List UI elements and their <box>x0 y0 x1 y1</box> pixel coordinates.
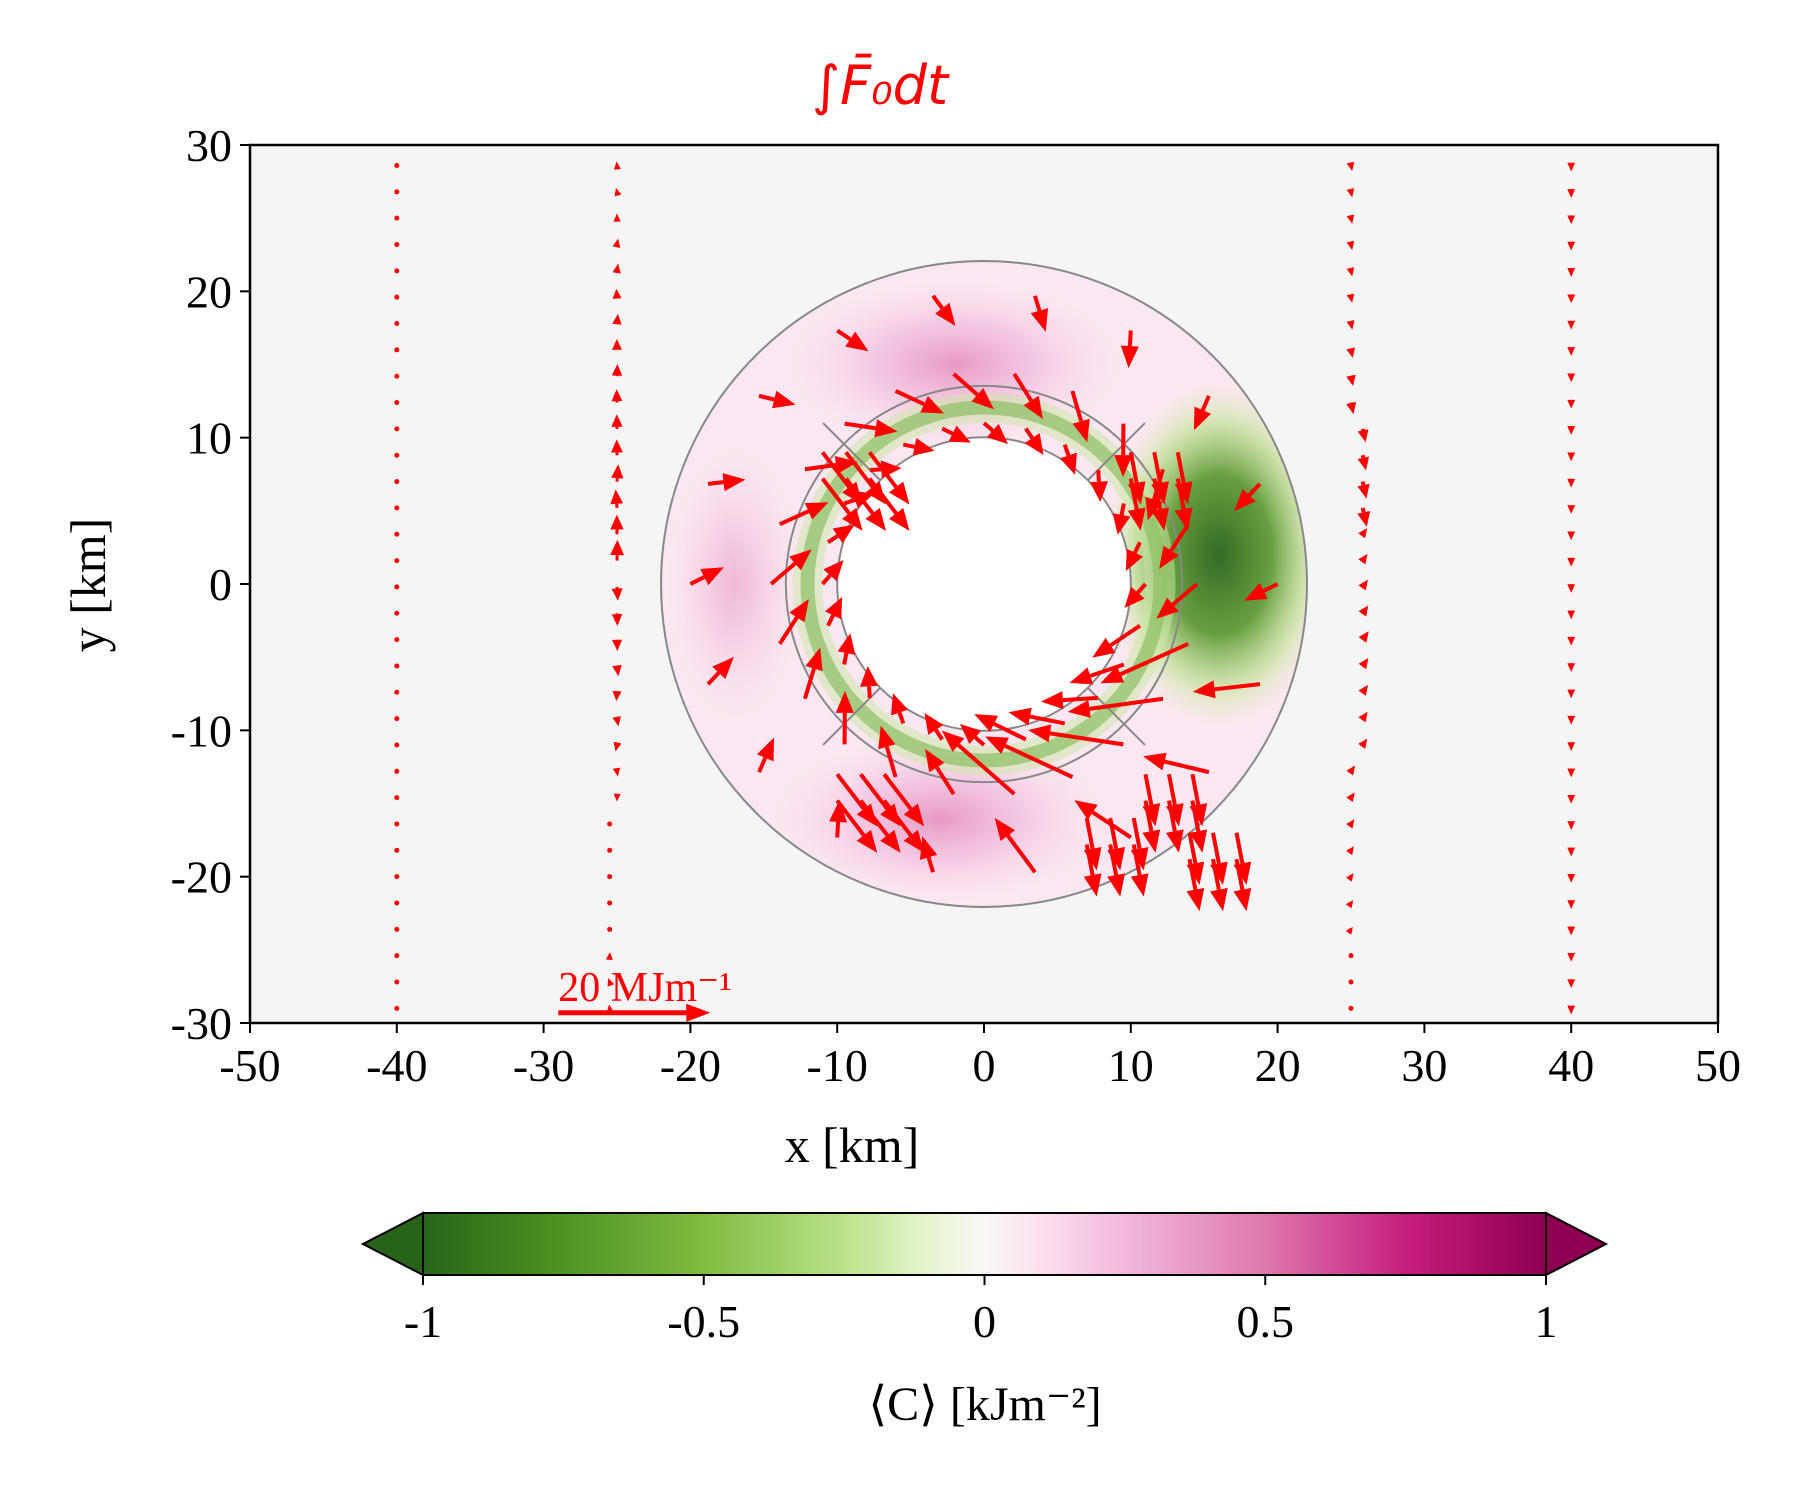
quiver-arrow <box>394 216 399 221</box>
quiver-arrow <box>1349 1006 1354 1011</box>
colorbar-tick-label: 0.5 <box>1237 1296 1295 1347</box>
quiver-arrow <box>394 769 399 774</box>
quiver-arrow <box>394 400 399 405</box>
colorbar-tick-label: -0.5 <box>667 1296 740 1347</box>
quiver-arrow <box>394 558 399 563</box>
quiver-arrow <box>394 242 399 247</box>
quiver-arrow <box>1122 504 1124 515</box>
quiver-arrow <box>1349 953 1354 958</box>
quiver-arrow <box>394 426 399 431</box>
quiver-arrow <box>607 901 612 906</box>
quiver-arrow <box>394 901 399 906</box>
colorbar-label: ⟨C⟩ [kJm⁻²] <box>868 1378 1101 1431</box>
quiver-arrow <box>394 479 399 484</box>
quiver-arrow <box>1349 980 1354 985</box>
quiver-arrow <box>837 822 838 838</box>
x-tick-label: 0 <box>973 1040 996 1091</box>
y-tick-label: 0 <box>209 559 232 610</box>
x-tick-label: -30 <box>513 1040 574 1091</box>
quiver-arrow <box>844 653 846 664</box>
quiver-arrow <box>394 953 399 958</box>
quiver-arrow <box>394 1006 399 1011</box>
quiver-arrow <box>394 505 399 510</box>
colorbar-extend-low <box>363 1213 423 1275</box>
quiver-arrow <box>869 686 870 698</box>
x-tick-label: 10 <box>1108 1040 1154 1091</box>
plot-area: 20 MJm⁻¹ <box>250 145 1718 1023</box>
colorbar-extend-high <box>1546 1213 1606 1275</box>
quiver-arrow <box>708 482 723 484</box>
quiver-arrow <box>1363 508 1364 512</box>
colorbar-tick-label: 1 <box>1535 1296 1558 1347</box>
quiver-arrow <box>394 347 399 352</box>
colorbar-gradient <box>423 1213 1546 1275</box>
quiver-arrow <box>394 742 399 747</box>
quiver-arrow <box>1098 470 1099 482</box>
quiver-key: 20 MJm⁻¹ <box>558 965 732 1022</box>
quiver-arrow <box>394 821 399 826</box>
colorbar: -1 -0.5 0 0.5 1 <box>363 1213 1606 1347</box>
y-tick-label: 30 <box>186 120 232 171</box>
x-tick-label: 40 <box>1548 1040 1594 1091</box>
quiver-arrow <box>1363 455 1364 457</box>
quiver-arrow <box>394 611 399 616</box>
y-axis: 30 20 10 0 -10 -20 -30 <box>171 120 250 1049</box>
inner-hole <box>837 437 1131 731</box>
quiver-arrow <box>394 716 399 721</box>
y-tick-label: 10 <box>186 413 232 464</box>
y-tick-label: -30 <box>171 998 232 1049</box>
x-tick-label: -40 <box>366 1040 427 1091</box>
quiver-arrow <box>394 980 399 985</box>
quiver-arrow <box>394 374 399 379</box>
quiver-arrow <box>394 268 399 273</box>
quiver-arrow <box>394 584 399 589</box>
x-tick-label: 50 <box>1695 1040 1741 1091</box>
quiver-arrow <box>394 848 399 853</box>
quiver-arrow <box>394 874 399 879</box>
quiver-arrow <box>607 874 612 879</box>
quiver-arrow <box>394 163 399 168</box>
x-tick-label: -10 <box>807 1040 868 1091</box>
quiver-arrow <box>394 295 399 300</box>
quiver-arrow <box>607 821 612 826</box>
quiver-arrow <box>394 690 399 695</box>
quiver-arrow <box>394 189 399 194</box>
quiver-arrow <box>394 637 399 642</box>
y-tick-label: -10 <box>171 705 232 756</box>
quiver-arrow <box>870 469 882 470</box>
quiver-arrow <box>394 663 399 668</box>
x-tick-label: 30 <box>1401 1040 1447 1091</box>
quiver-arrow <box>394 321 399 326</box>
quiver-arrow <box>607 927 612 932</box>
quiver-arrow <box>1063 698 1098 700</box>
quiver-arrow <box>607 848 612 853</box>
quiver-key-label: 20 MJm⁻¹ <box>558 965 732 1011</box>
quiver-arrow <box>903 445 914 447</box>
quiver-arrow <box>394 532 399 537</box>
plot-title: ∫F̄₀dt <box>812 54 950 117</box>
quiver-arrow <box>394 453 399 458</box>
x-tick-label: 20 <box>1255 1040 1301 1091</box>
y-tick-label: -20 <box>171 852 232 903</box>
quiver-arrow <box>1130 331 1131 347</box>
x-axis-label: x [km] <box>785 1117 920 1173</box>
y-tick-label: 20 <box>186 266 232 317</box>
colorbar-tick-label: -1 <box>404 1296 442 1347</box>
x-tick-label: -20 <box>660 1040 721 1091</box>
quiver-arrow <box>394 927 399 932</box>
colorbar-tick-label: 0 <box>973 1296 996 1347</box>
quiver-arrow <box>394 795 399 800</box>
x-axis: -50 -40 -30 -20 -10 0 10 20 30 40 50 <box>219 1023 1741 1091</box>
quiver-arrow <box>1363 482 1364 485</box>
y-axis-label: y [km] <box>60 518 116 653</box>
